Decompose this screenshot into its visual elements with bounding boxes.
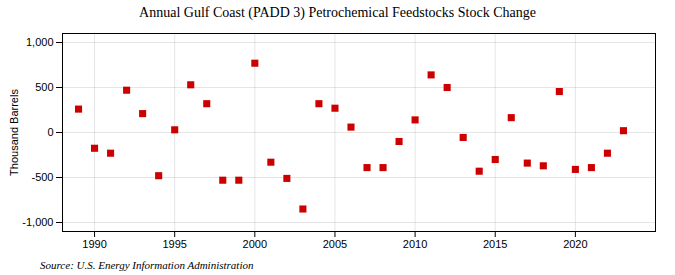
svg-text:1,000: 1,000	[26, 36, 54, 48]
svg-text:1990: 1990	[82, 238, 106, 250]
svg-text:2005: 2005	[323, 238, 347, 250]
html-text:Source: U.S. Energy Informatio: Source: U.S. Energy Information Administ…	[40, 259, 254, 271]
svg-text:2010: 2010	[403, 238, 427, 250]
svg-text:2000: 2000	[243, 238, 267, 250]
html-text:Annual Gulf Coast (PADD 3) Pet: Annual Gulf Coast (PADD 3) Petrochemical…	[139, 5, 536, 20]
svg-text:500: 500	[35, 81, 53, 93]
svg-text:-500: -500	[31, 171, 53, 183]
svg-text:2015: 2015	[483, 238, 507, 250]
svg-text:-1,000: -1,000	[22, 216, 53, 228]
svg-text:2020: 2020	[563, 238, 587, 250]
svg-text:Thousand Barrels: Thousand Barrels	[8, 89, 20, 176]
svg-text:0: 0	[47, 126, 53, 138]
svg-text:1995: 1995	[162, 238, 186, 250]
